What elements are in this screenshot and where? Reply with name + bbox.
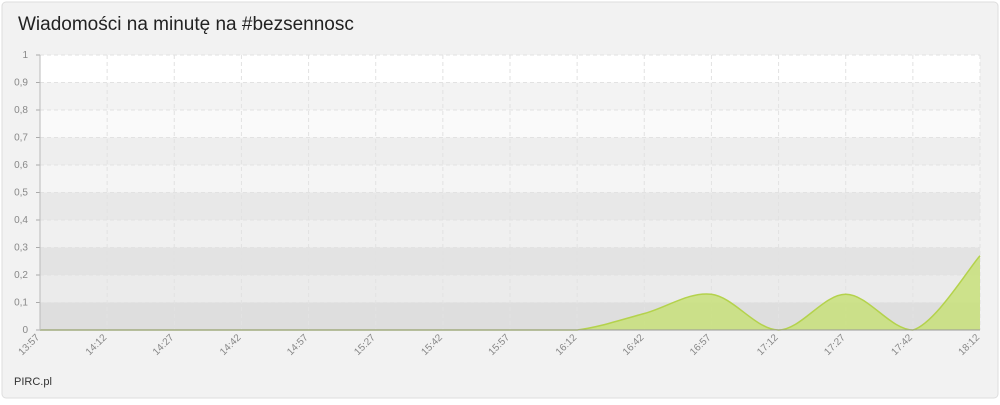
y-tick-label: 0,8 xyxy=(14,105,28,116)
y-tick-label: 0,5 xyxy=(14,188,28,199)
y-tick-label: 0,4 xyxy=(14,215,28,226)
y-tick-label: 0,2 xyxy=(14,270,28,281)
y-tick-label: 1 xyxy=(22,50,28,61)
y-tick-label: 0 xyxy=(22,325,28,336)
chart-title: Wiadomości na minutę na #bezsennosc xyxy=(18,14,354,35)
y-tick-label: 0,7 xyxy=(14,133,28,144)
footer: PIRC.pl xyxy=(14,376,52,388)
area xyxy=(40,255,980,330)
y-tick-label: 0,9 xyxy=(14,78,28,89)
y-tick-label: 0,3 xyxy=(14,243,28,254)
y-tick-label: 0,6 xyxy=(14,160,28,171)
y-tick-label: 0,1 xyxy=(14,298,28,309)
